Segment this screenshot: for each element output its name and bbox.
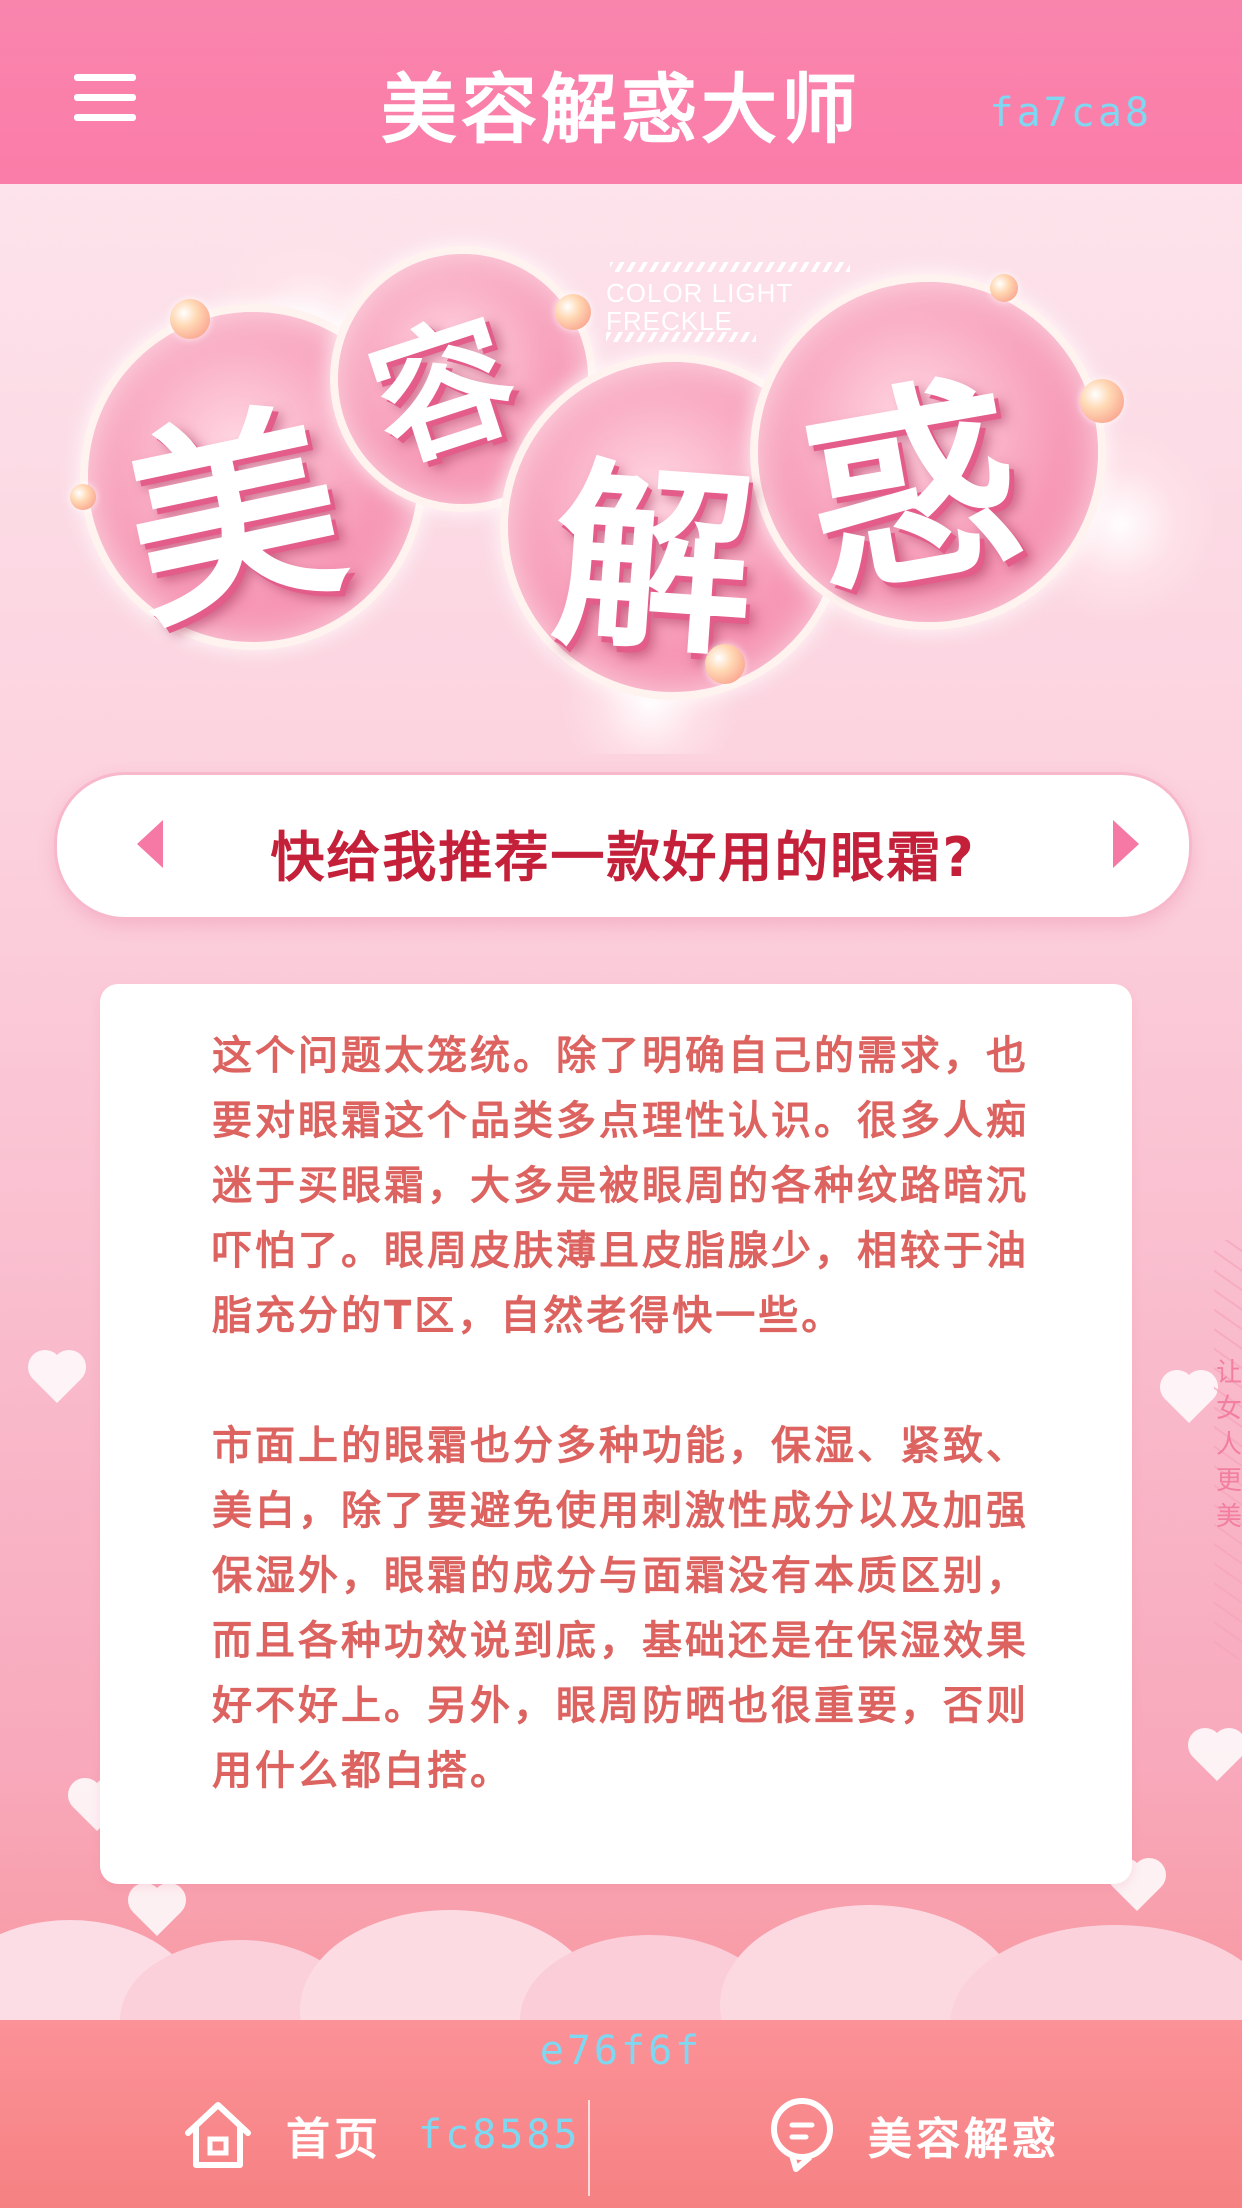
nav-color-code: e76f6f	[539, 2028, 703, 2074]
answer-card: 这个问题太笼统。除了明确自己的需求，也要对眼霜这个品类多点理性认识。很多人痴迷于…	[100, 984, 1132, 1884]
nav-home[interactable]: 首页 fc8585	[180, 2090, 581, 2180]
bead-decoration	[1080, 379, 1124, 423]
nav-beauty-faq[interactable]: 美容解惑	[766, 2090, 1060, 2180]
banner-subtitle: COLOR LIGHT FRECKLE	[606, 279, 793, 335]
question-selector: 快给我推荐一款好用的眼霜?	[54, 772, 1192, 920]
banner-subtitle-line1: COLOR LIGHT	[606, 278, 794, 308]
stripe-decoration	[606, 332, 756, 342]
answer-paragraph-2: 市面上的眼霜也分多种功能，保湿、紧致、美白，除了要避免使用刺激性成分以及加强保湿…	[212, 1423, 1029, 1794]
nav-beauty-label: 美容解惑	[868, 2114, 1060, 2165]
nav-home-label: 首页	[286, 2114, 382, 2165]
heart-decoration	[32, 1354, 82, 1404]
header-color-code: fa7ca8	[989, 90, 1152, 136]
heart-decoration	[1164, 1374, 1214, 1424]
cloud-decoration	[0, 1880, 1242, 2125]
bead-decoration	[555, 294, 591, 330]
bead-decoration	[705, 644, 745, 684]
stripe-decoration	[610, 262, 850, 272]
arrow-left-icon[interactable]	[137, 820, 163, 868]
bead-decoration	[170, 299, 210, 339]
banner-subtitle-line2: FRECKLE	[606, 306, 733, 336]
home-icon	[185, 2102, 251, 2168]
answer-text: 这个问题太笼统。除了明确自己的需求，也要对眼霜这个品类多点理性认识。很多人痴迷于…	[212, 1024, 1042, 1869]
answer-paragraph-1: 这个问题太笼统。除了明确自己的需求，也要对眼霜这个品类多点理性认识。很多人痴迷于…	[212, 1033, 1029, 1339]
chat-bubble-icon	[771, 2098, 833, 2172]
page-title: 美容解惑大师	[381, 65, 861, 154]
hamburger-menu-icon[interactable]	[74, 74, 136, 121]
side-line-decoration	[1214, 1240, 1242, 1660]
banner: 美 容 解 惑 COLOR LIGHT FRECKLE	[0, 184, 1242, 754]
bead-decoration	[990, 274, 1018, 302]
nav-divider	[588, 2100, 590, 2196]
ring-decoration	[750, 274, 1106, 630]
arrow-right-icon[interactable]	[1113, 820, 1139, 868]
app-header: 美容解惑大师 fa7ca8	[0, 0, 1242, 184]
side-slogan: 让女人更美	[1216, 1358, 1242, 1532]
heart-decoration	[1192, 1732, 1242, 1782]
question-text: 快给我推荐一款好用的眼霜?	[270, 826, 976, 889]
bead-decoration	[70, 484, 96, 510]
nav-home-color-code: fc8585	[418, 2112, 581, 2158]
bottom-nav: e76f6f 首页 fc8585 美容解惑	[0, 2020, 1242, 2208]
